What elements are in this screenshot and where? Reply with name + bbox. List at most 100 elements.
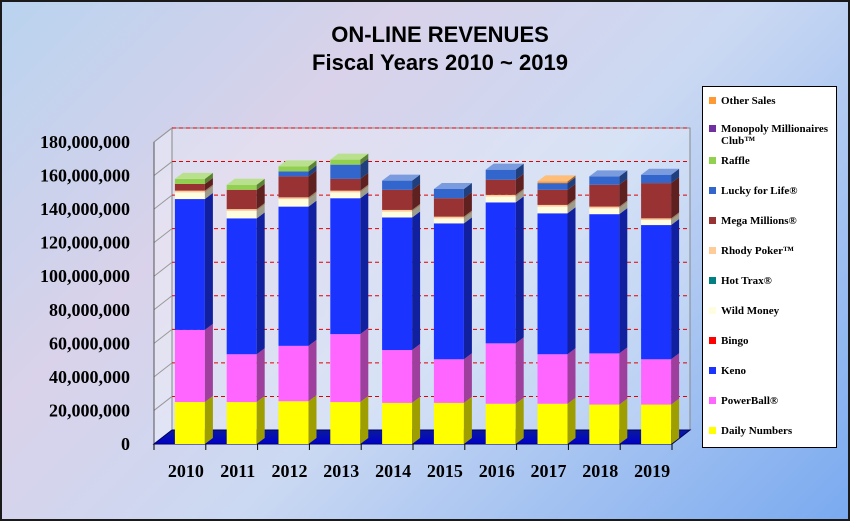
- bar-segment-side: [256, 348, 265, 403]
- bar-segment: [278, 206, 309, 346]
- bar-segment: [433, 359, 464, 403]
- x-tick-label: 2019: [634, 461, 670, 481]
- x-tick-label: 2012: [272, 461, 308, 481]
- bar-segment-side: [515, 190, 524, 203]
- bar-segment: [174, 178, 205, 184]
- legend-item: Rhody Poker™: [709, 245, 835, 257]
- bar-segment: [641, 359, 672, 405]
- bar-segment: [278, 401, 309, 444]
- bar-segment: [330, 402, 361, 444]
- bar-segment: [226, 209, 257, 211]
- bar-segment: [174, 199, 205, 330]
- bar-segment-side: [567, 198, 576, 207]
- bar-segment: [485, 194, 516, 197]
- legend-item: Other Sales: [709, 95, 835, 107]
- bar-segment: [382, 189, 413, 210]
- bar-segment-side: [204, 186, 213, 200]
- bar-segment-side: [619, 200, 628, 209]
- gridline-side: [153, 161, 173, 176]
- bar-segment-side: [412, 183, 421, 210]
- bar-segment: [226, 218, 257, 355]
- chart-subtitle: Fiscal Years 2010 ~ 2019: [312, 50, 568, 75]
- bar-segment: [589, 214, 620, 354]
- legend-label: Raffle: [721, 155, 750, 167]
- chart-title: ON-LINE REVENUES: [331, 22, 549, 47]
- bar-segment-side: [463, 182, 472, 199]
- bar-top: [589, 170, 628, 177]
- legend-item: Daily Numbers: [709, 425, 835, 437]
- gridline-side: [153, 396, 173, 411]
- bar-segment: [537, 354, 568, 404]
- bar-segment: [278, 176, 309, 198]
- legend-swatch: [709, 97, 716, 104]
- bar-segment: [174, 190, 205, 193]
- legend-label: Monopoly Millionaires Club™: [721, 123, 829, 147]
- y-tick-label: 0: [121, 434, 130, 454]
- bar-segment-side: [412, 205, 421, 218]
- bar-segment-side: [360, 186, 369, 199]
- bar-segment: [330, 334, 361, 403]
- legend-item: Monopoly Millionaires Club™: [709, 123, 835, 147]
- bar-segment-side: [619, 170, 628, 185]
- bar-segment-side: [671, 168, 680, 184]
- bar-segment-side: [256, 183, 265, 210]
- bar-segment: [278, 199, 309, 207]
- bar-segment: [641, 404, 672, 444]
- y-tick-label: 160,000,000: [40, 166, 130, 186]
- legend-swatch: [709, 337, 716, 344]
- bar-segment-side: [308, 165, 317, 177]
- bar-segment-side: [360, 158, 369, 179]
- bar-segment-side: [671, 219, 680, 360]
- bar-segment: [226, 354, 257, 403]
- bar-segment-side: [567, 200, 576, 214]
- bar-segment: [641, 174, 672, 184]
- gridline-side: [153, 228, 173, 244]
- bar-segment-side: [308, 339, 317, 402]
- bar-segment: [485, 169, 516, 180]
- bar-segment: [330, 190, 361, 193]
- bar-segment: [537, 183, 568, 190]
- gridline-side: [153, 362, 173, 378]
- legend-label: Rhody Poker™: [721, 245, 795, 257]
- gridline-side: [153, 127, 173, 143]
- chart-legend: Other Sales Monopoly Millionaires Club™ Ra…: [702, 86, 837, 448]
- bar-segment-side: [412, 344, 421, 403]
- bar-segment-side: [671, 177, 680, 219]
- bar-segment: [382, 180, 413, 190]
- bar-segment-side: [515, 337, 524, 404]
- bar-segment-side: [567, 207, 576, 355]
- legend-item: Raffle: [709, 155, 835, 167]
- bar-segment: [278, 171, 309, 177]
- bar-segment-side: [360, 328, 369, 403]
- bar-segment-side: [360, 172, 369, 191]
- legend-item: PowerBall®: [709, 395, 835, 407]
- bar-segment: [330, 159, 361, 165]
- bar-segment: [589, 404, 620, 444]
- bar-segment: [174, 183, 205, 191]
- bar-segment-side: [619, 398, 628, 444]
- bar-segment: [537, 403, 568, 444]
- legend-swatch: [709, 217, 716, 224]
- bar-segment-side: [360, 192, 369, 335]
- bar-segment: [641, 183, 672, 219]
- gridline-side: [153, 295, 173, 311]
- bar-segment: [226, 402, 257, 444]
- bar-segment-side: [204, 172, 213, 184]
- legend-swatch: [709, 187, 716, 194]
- bar-segment: [382, 217, 413, 351]
- plot-area: 0 20,000,000 40,000,000 60,000,000 80,000,00…: [40, 126, 692, 481]
- bar-segment: [226, 210, 257, 219]
- legend-swatch: [709, 277, 716, 284]
- legend-label: Wild Money: [721, 305, 780, 317]
- legend-label: Mega Millions®: [721, 215, 797, 227]
- bar-segment-side: [619, 208, 628, 354]
- legend-label: Bingo: [721, 335, 749, 347]
- gridline-side: [153, 261, 173, 277]
- bar-segment-side: [515, 173, 524, 195]
- bar-segment: [433, 402, 464, 444]
- bar-segment: [433, 216, 464, 219]
- y-tick-label: 60,000,000: [49, 333, 130, 353]
- bar-top: [226, 178, 265, 185]
- legend-item: Bingo: [709, 335, 835, 347]
